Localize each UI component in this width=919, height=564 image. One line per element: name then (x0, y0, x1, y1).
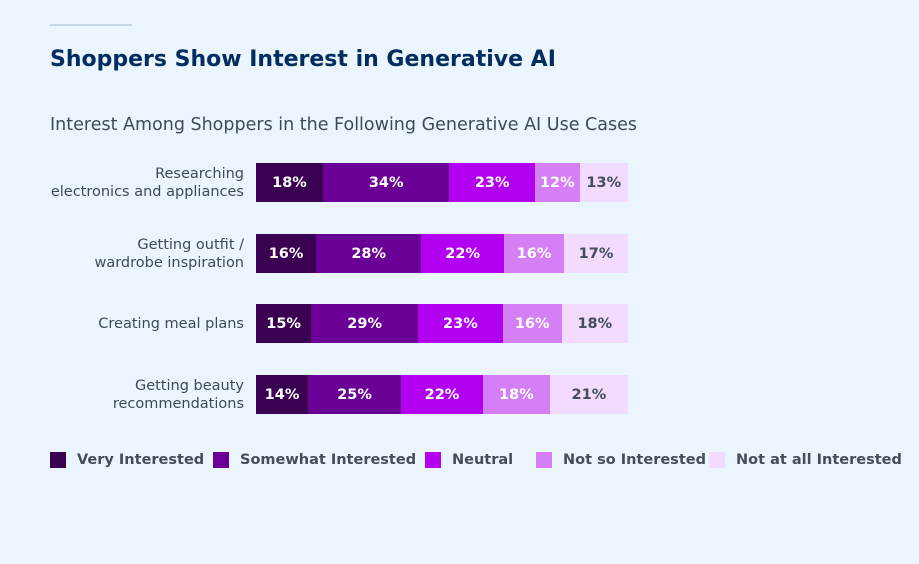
legend-swatch (536, 452, 552, 468)
page-title: Shoppers Show Interest in Generative AI (50, 47, 556, 72)
bar-segment: 16% (503, 234, 565, 273)
bar-segment: 18% (482, 375, 550, 414)
chart-subtitle: Interest Among Shoppers in the Following… (50, 115, 637, 135)
bar-segment: 21% (549, 375, 628, 414)
bar-segment: 12% (534, 163, 580, 202)
bar-segment: 17% (564, 234, 628, 273)
bar-segment: 29% (311, 304, 419, 343)
bar-segment: 23% (449, 163, 535, 202)
bar-segment: 34% (322, 163, 450, 202)
category-label-line: electronics and appliances (50, 183, 244, 200)
legend-label: Very Interested (77, 452, 205, 468)
legend-label: Not at all Interested (736, 452, 902, 468)
legend-label: Somewhat Interested (240, 452, 417, 468)
category-label-line: wardrobe inspiration (94, 254, 244, 271)
bar-row: 16% 28% 22% 16% 17% (256, 234, 628, 273)
legend-swatch (213, 452, 229, 468)
category-label: Researching electronics and appliances (24, 165, 244, 201)
bar-segment: 25% (308, 375, 402, 414)
category-label: Getting outfit / wardrobe inspiration (24, 236, 244, 272)
legend-item: Somewhat Interested (213, 452, 416, 468)
bar-segment: 16% (502, 304, 562, 343)
bar-segment: 13% (579, 163, 628, 202)
bar-segment: 18% (561, 304, 628, 343)
bar-segment: 16% (256, 234, 317, 273)
legend-item: Very Interested (50, 452, 204, 468)
chart-legend: Very Interested Somewhat Interested Neutra… (50, 452, 910, 474)
category-label: Creating meal plans (24, 315, 244, 333)
legend-swatch (709, 452, 725, 468)
bar-row: 18% 34% 23% 12% 13% (256, 163, 628, 202)
bar-segment: 22% (401, 375, 483, 414)
bar-row: 14% 25% 22% 18% 21% (256, 375, 628, 414)
legend-swatch (50, 452, 66, 468)
top-rule (50, 24, 132, 26)
category-label: Getting beauty recommendations (24, 377, 244, 413)
bar-segment: 14% (256, 375, 309, 414)
legend-item: Neutral (425, 452, 513, 468)
category-label-line: Researching (155, 165, 244, 182)
bar-segment: 18% (256, 163, 323, 202)
category-label-line: recommendations (112, 395, 244, 412)
category-label-line: Getting beauty (134, 377, 244, 394)
bar-segment: 15% (256, 304, 312, 343)
bar-segment: 23% (418, 304, 503, 343)
bar-segment: 22% (421, 234, 504, 273)
bar-row: 15% 29% 23% 16% 18% (256, 304, 628, 343)
legend-label: Not so Interested (563, 452, 706, 468)
legend-item: Not so Interested (536, 452, 706, 468)
bar-segment: 28% (316, 234, 422, 273)
category-label-line: Creating meal plans (98, 315, 244, 332)
legend-label: Neutral (452, 452, 514, 468)
legend-item: Not at all Interested (709, 452, 902, 468)
category-label-line: Getting outfit / (137, 236, 244, 253)
legend-swatch (425, 452, 441, 468)
